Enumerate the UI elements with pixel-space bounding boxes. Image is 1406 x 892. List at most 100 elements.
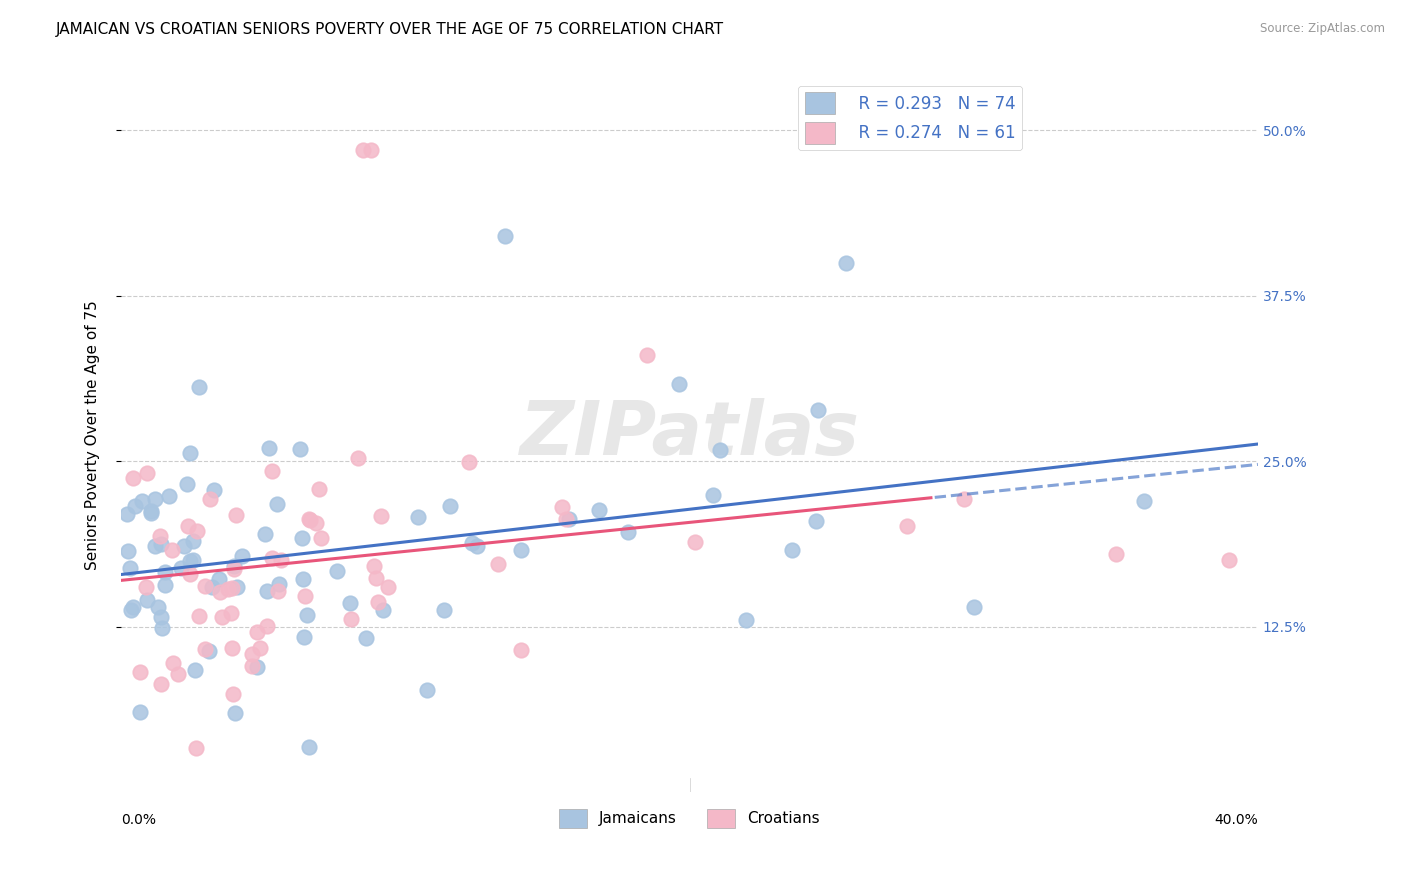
Point (347, 451, 370, 466)
Point (224, 562, 246, 576)
Point (122, 471, 145, 485)
Point (636, 348, 658, 362)
Point (780, 542, 803, 557)
Point (120, 561, 142, 575)
Point (150, 621, 173, 635)
Point (256, 619, 278, 633)
Point (173, 539, 195, 553)
Point (270, 553, 292, 567)
Point (179, 554, 201, 568)
Point (298, 739, 321, 754)
Point (305, 516, 328, 530)
Point (260, 551, 283, 566)
Point (352, 143, 374, 157)
Point (129, 665, 152, 679)
Point (242, 658, 264, 673)
Point (150, 677, 173, 691)
Point (294, 589, 316, 603)
Point (709, 443, 731, 458)
Point (360, 143, 382, 157)
Point (340, 612, 363, 626)
Point (153, 565, 176, 579)
Text: Source: ZipAtlas.com: Source: ZipAtlas.com (1260, 22, 1385, 36)
Point (835, 255, 858, 269)
Point (181, 533, 204, 548)
Point (896, 519, 918, 533)
Point (256, 583, 278, 598)
Point (219, 607, 242, 621)
Point (187, 609, 209, 624)
Point (588, 503, 610, 517)
Point (148, 529, 170, 543)
Point (150, 536, 173, 550)
Point (184, 741, 207, 756)
Point (136, 592, 159, 607)
Point (188, 380, 211, 394)
Point (370, 508, 392, 523)
Point (953, 491, 976, 506)
Point (465, 539, 488, 553)
Point (804, 514, 827, 528)
Point (176, 477, 198, 491)
Point (371, 603, 394, 617)
Point (295, 608, 318, 623)
Point (668, 377, 690, 392)
Point (257, 441, 280, 455)
Point (298, 512, 321, 526)
Point (416, 682, 439, 697)
Point (807, 403, 830, 417)
Point (366, 571, 388, 585)
Point (217, 582, 239, 597)
Text: ZIPatlas: ZIPatlas (520, 398, 859, 471)
Point (162, 543, 184, 558)
Point (131, 494, 153, 508)
Point (432, 603, 454, 617)
Point (155, 578, 177, 592)
Point (120, 603, 142, 617)
Point (143, 540, 166, 554)
Point (377, 580, 399, 594)
Point (200, 491, 222, 506)
Point (510, 542, 533, 557)
Point (298, 513, 321, 527)
Point (225, 508, 247, 523)
Point (1133, 494, 1156, 508)
Point (339, 596, 361, 610)
Point (222, 687, 245, 701)
Point (222, 558, 245, 573)
Point (170, 560, 193, 574)
Point (179, 446, 201, 460)
Point (198, 643, 221, 657)
Point (194, 579, 217, 593)
Point (209, 584, 232, 599)
Point (122, 600, 145, 615)
Point (150, 610, 173, 624)
Point (141, 506, 163, 520)
Point (246, 660, 269, 674)
Point (486, 557, 509, 571)
Point (186, 524, 208, 538)
Point (262, 464, 284, 478)
Point (194, 642, 217, 657)
Point (128, 705, 150, 719)
Point (221, 581, 243, 595)
Point (406, 509, 429, 524)
Point (326, 564, 349, 578)
Point (240, 647, 263, 661)
Point (291, 531, 314, 545)
Point (735, 613, 758, 627)
Point (354, 631, 377, 645)
Point (494, 229, 516, 244)
Point (231, 549, 253, 563)
Point (225, 580, 247, 594)
Point (458, 455, 481, 469)
Point (702, 488, 724, 502)
Point (211, 610, 233, 624)
Point (683, 535, 706, 549)
Legend: Jamaicans, Croatians: Jamaicans, Croatians (553, 803, 825, 834)
Point (311, 531, 333, 545)
Point (245, 625, 267, 640)
Point (367, 594, 389, 608)
Point (179, 566, 201, 581)
Point (555, 512, 578, 526)
